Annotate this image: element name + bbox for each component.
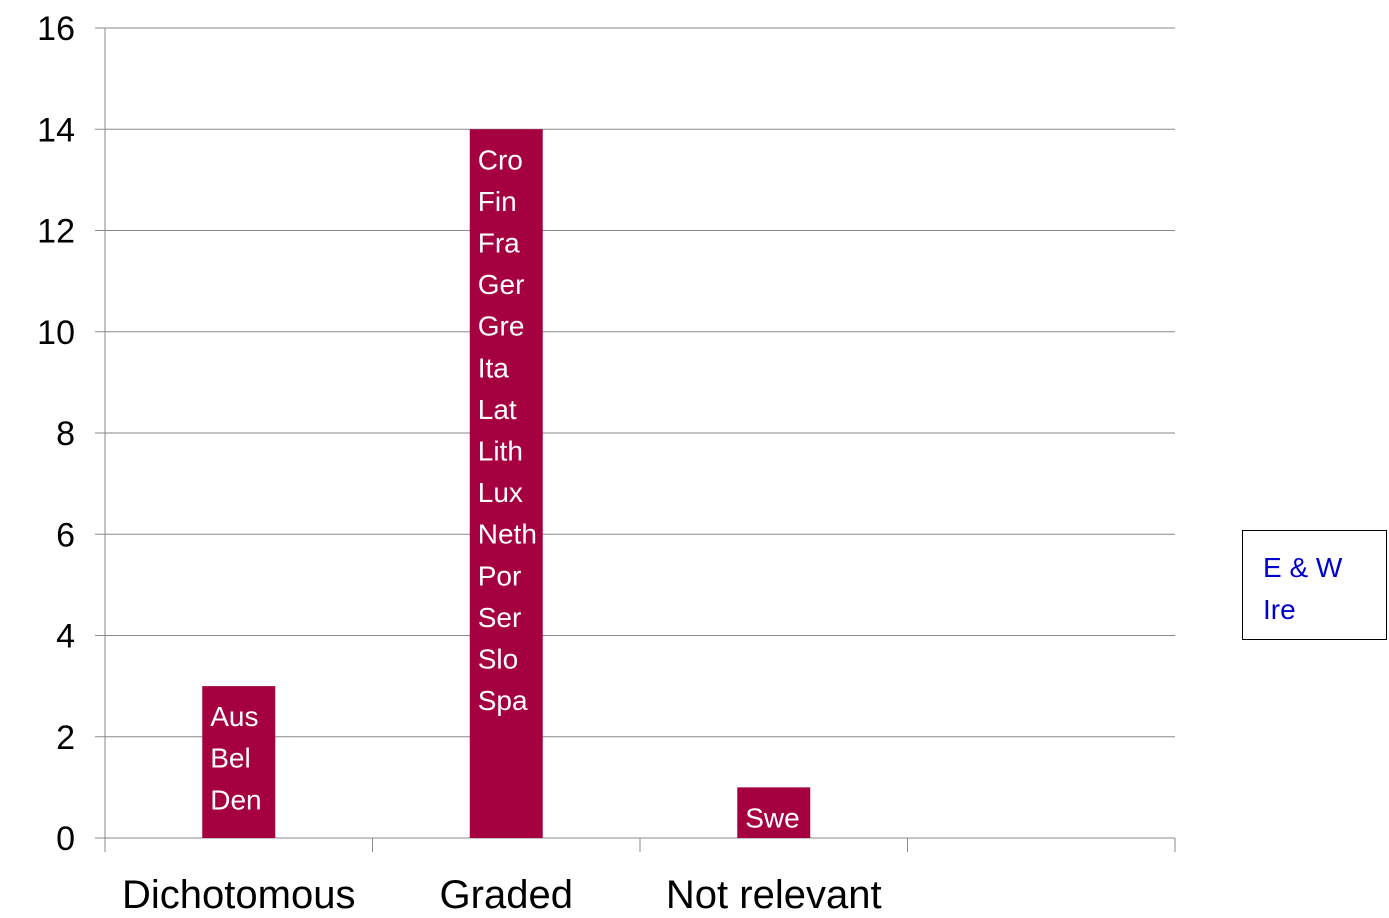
bar (469, 129, 543, 838)
annotation-box: E & W Ire (1242, 530, 1387, 640)
category-labels: Dichotomous Graded Not relevant (122, 873, 882, 917)
bar-country-label: Lat (478, 394, 517, 425)
y-tick-label: 2 (56, 719, 75, 757)
bar (202, 686, 276, 838)
bar-country-label: Cro (478, 144, 523, 175)
bar-country-label: Ita (478, 352, 510, 383)
y-tick-label: 8 (56, 415, 75, 453)
bar-country-label: Neth (478, 519, 537, 550)
annotation-line-2: Ire (1263, 594, 1296, 625)
bar-country-label: Lith (478, 435, 523, 466)
bar-country-label: Spa (478, 685, 528, 716)
bar-country-label: Fra (478, 227, 520, 258)
bar-country-label: Aus (210, 701, 258, 732)
bar-country-label: Bel (210, 743, 250, 774)
x-axis (104, 28, 1176, 852)
y-tick-label: 10 (37, 314, 75, 352)
bar-country-label: Swe (745, 802, 799, 833)
x-category-label: Graded (440, 873, 573, 917)
annotation-line-1: E & W (1263, 552, 1343, 583)
bar-country-label: Fin (478, 186, 517, 217)
bar-country-label: Den (210, 784, 261, 815)
x-category-label: Dichotomous (122, 873, 355, 917)
y-tick-label: 4 (56, 618, 75, 656)
x-category-label: Not relevant (666, 873, 882, 917)
y-axis-ticks: 0 2 4 6 8 10 12 14 16 (37, 10, 105, 858)
bar-country-label: Slo (478, 643, 518, 674)
y-tick-label: 6 (56, 516, 75, 554)
bar-country-label: Lux (478, 477, 523, 508)
bars: Aus Bel Den Cro Fin Fra Ger Gre Ita Lat Lith Lux Net… (202, 129, 811, 838)
y-tick-label: 12 (37, 213, 75, 251)
bar-country-label: Gre (478, 311, 525, 342)
bar (737, 787, 811, 838)
bar-country-label: Ger (478, 269, 525, 300)
y-tick-label: 16 (37, 10, 75, 48)
bar-country-label: Ser (478, 602, 522, 633)
y-tick-label: 0 (56, 820, 75, 858)
gridlines (105, 27, 1175, 738)
bar-country-label: Por (478, 560, 522, 591)
y-tick-label: 14 (37, 111, 75, 149)
